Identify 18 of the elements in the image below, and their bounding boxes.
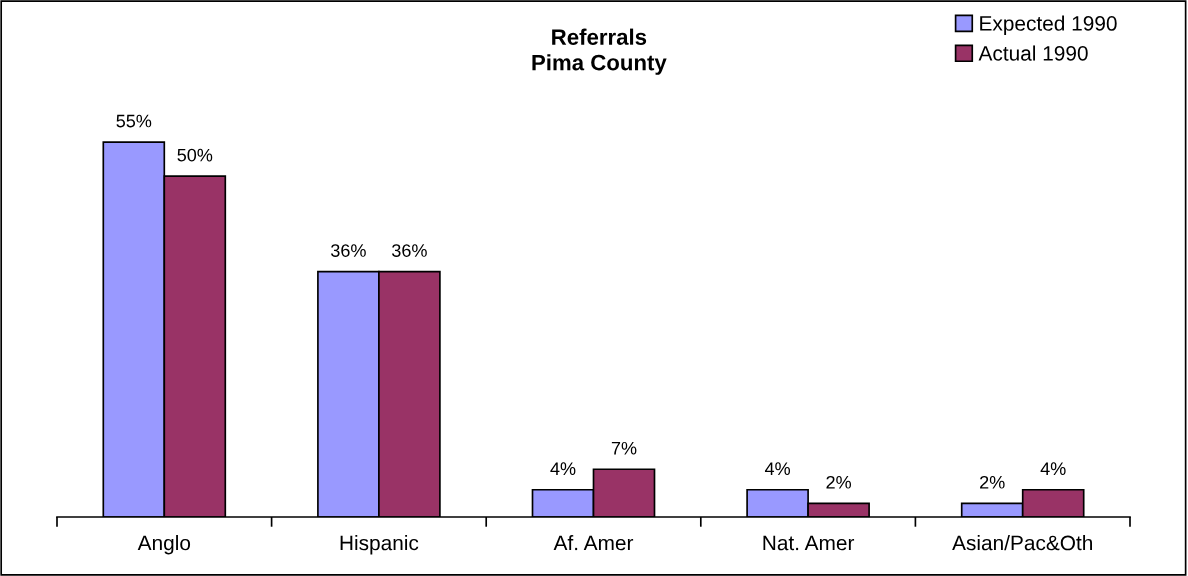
data-label: 7% [611, 441, 637, 455]
data-label: 4% [550, 462, 576, 475]
chart-title: Referrals Pima County [532, 28, 667, 75]
data-label: 4% [1040, 462, 1066, 475]
x-tick-label: Asian/Pac&Oth [952, 534, 1092, 551]
data-label: 55% [116, 114, 152, 128]
data-label: 36% [331, 244, 366, 257]
x-tick-label: Nat. Amer [763, 535, 855, 551]
x-tick-label: Anglo [137, 534, 191, 555]
data-label: 4% [764, 462, 791, 475]
legend-label: Expected 1990 [980, 15, 1117, 35]
x-tick-label: Hispanic [340, 534, 419, 555]
legend-label: Actual 1990 [978, 45, 1088, 61]
data-label: 50% [177, 148, 213, 162]
x-tick-label: Af. Amer [553, 535, 634, 551]
data-label: 36% [392, 244, 427, 257]
data-label: 2% [826, 475, 852, 489]
data-label: 2% [980, 475, 1005, 489]
